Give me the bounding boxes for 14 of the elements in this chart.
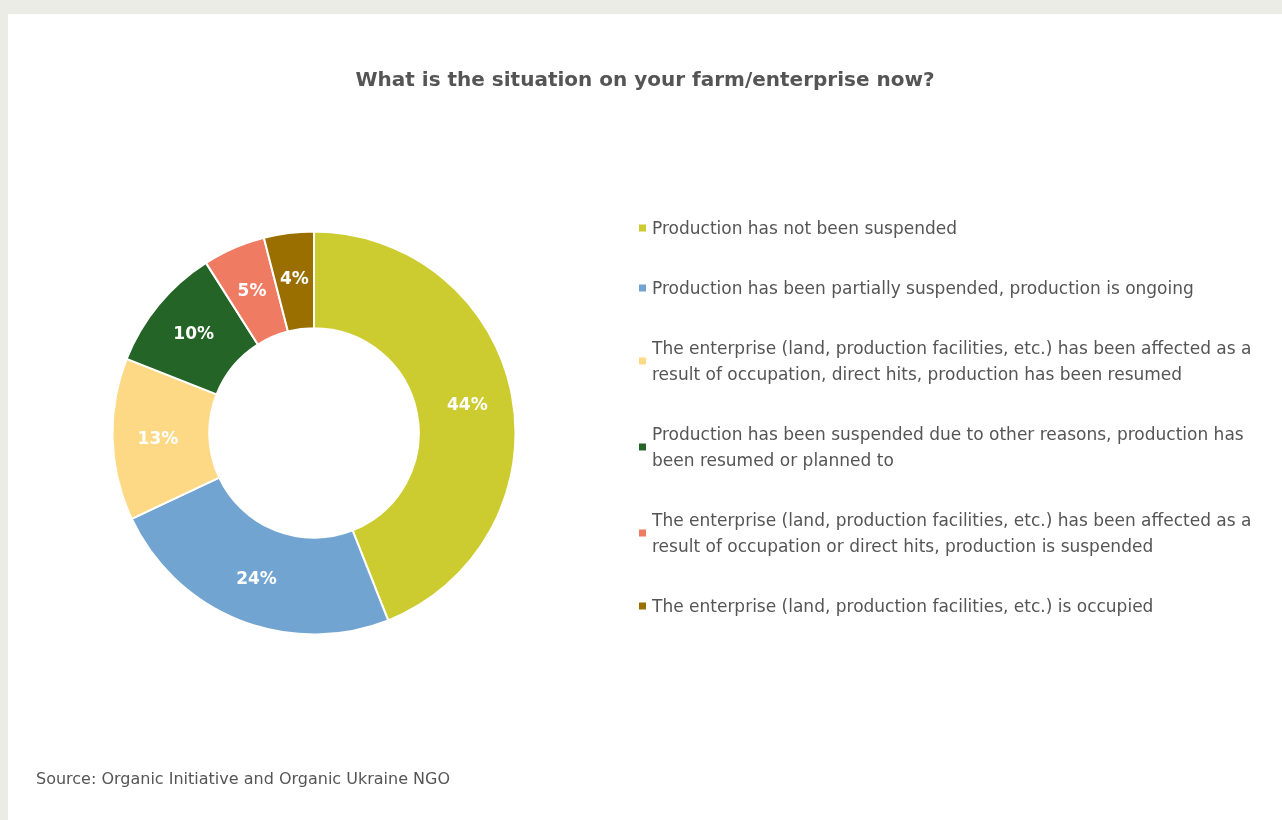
data-label: 5% <box>237 279 267 300</box>
data-label: 4% <box>279 268 309 289</box>
data-label: 44% <box>447 393 488 414</box>
data-label: 10% <box>173 323 215 344</box>
source-note: Source: Organic Initiative and Organic Ukraine NGO <box>36 768 451 788</box>
legend-label: Production has been suspended due to other reasons, production has been resumed or planned to <box>652 424 1250 470</box>
data-label: 13% <box>137 427 179 448</box>
legend-label: The enterprise (land, production facilities, etc.) is occupied <box>651 596 1154 616</box>
legend-label: Production has been partially suspended, production is ongoing <box>652 278 1194 298</box>
data-label: 24% <box>236 568 277 589</box>
chart-title: What is the situation on your farm/enterprise now? <box>355 67 935 91</box>
legend-label: The enterprise (land, production facilities, etc.) has been affected as a result of occupation or direct hits, production is suspended <box>651 510 1257 556</box>
legend-label: The enterprise (land, production facilities, etc.) has been affected as a result of occupation, direct hits, production has been resumed <box>651 338 1257 384</box>
legend-label: Production has not been suspended <box>652 218 957 238</box>
